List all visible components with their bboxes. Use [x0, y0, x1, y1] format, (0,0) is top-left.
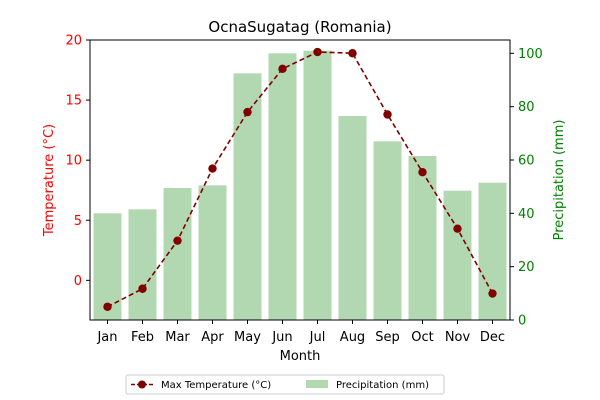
x-tick-label-apr: Apr [201, 330, 224, 345]
right-tick-label: 80 [518, 100, 535, 115]
x-tick-label-jan: Jan [96, 330, 117, 345]
legend-label-temperature: Max Temperature (°C) [161, 380, 271, 391]
x-tick-label-dec: Dec [480, 330, 505, 345]
legend: Max Temperature (°C) Precipitation (mm) [125, 374, 445, 395]
x-tick-label-mar: Mar [165, 330, 190, 345]
right-tick-label: 60 [518, 154, 535, 169]
left-axis-label: Temperature (°C) [42, 124, 57, 237]
temp-point-oct [418, 167, 427, 177]
left-tick-label: 5 [74, 214, 82, 229]
x-tick-label-sep: Sep [375, 330, 400, 345]
temp-point-jul [313, 47, 322, 57]
x-tick-label-feb: Feb [131, 330, 154, 345]
right-tick-label: 100 [518, 47, 543, 62]
left-tick-label: 15 [65, 94, 82, 109]
x-tick-label-may: May [234, 330, 261, 345]
temp-point-jun [278, 64, 287, 74]
legend-label-precipitation: Precipitation (mm) [336, 380, 429, 391]
x-axis-label: Month [280, 349, 321, 364]
precip-bar-sep [373, 141, 402, 320]
left-tick-label: 0 [74, 274, 82, 289]
legend-frame [125, 374, 445, 395]
left-tick-label: 10 [65, 154, 82, 169]
right-tick-label: 40 [518, 207, 535, 222]
temp-point-mar [173, 236, 182, 245]
precip-bar-oct [408, 156, 437, 320]
right-axis-label: Precipitation (mm) [552, 120, 567, 241]
temp-point-dec [488, 289, 497, 298]
x-tick-label-jun: Jun [271, 330, 292, 345]
temperature-line-path [107, 51, 494, 308]
precipitation-bars [93, 50, 507, 321]
axes: 0 5 10 15 20 0 20 40 60 80 100 Jan Feb Mar Apr May Jun Ju… [65, 34, 542, 346]
temp-point-aug [348, 49, 357, 58]
x-tick-label-nov: Nov [445, 330, 471, 345]
x-tick-label-aug: Aug [340, 330, 365, 345]
right-tick-label: 20 [518, 260, 535, 275]
legend-bar-swatch [306, 380, 328, 388]
precip-bar-apr [198, 185, 227, 320]
x-tick-label-jul: Jul [309, 330, 326, 345]
temp-point-apr [208, 164, 217, 173]
precip-bar-jun [268, 53, 297, 320]
temp-point-nov [453, 224, 462, 233]
temp-point-jan [103, 302, 112, 311]
left-tick-label: 20 [65, 34, 82, 49]
plot-frame [89, 39, 511, 321]
precip-bar-nov [443, 190, 472, 320]
temp-point-may [243, 107, 252, 117]
temp-point-feb [138, 284, 147, 293]
precip-bar-dec [478, 182, 507, 320]
temp-point-sep [383, 110, 392, 119]
precip-bar-jul [303, 50, 332, 321]
x-tick-label-oct: Oct [411, 330, 433, 345]
legend-line-marker [138, 380, 146, 389]
temperature-line [103, 47, 497, 311]
precip-bar-aug [338, 116, 367, 320]
precip-bar-feb [128, 209, 157, 320]
right-tick-label: 0 [518, 314, 526, 329]
chart-title: OcnaSugatag (Romania) [208, 18, 391, 36]
